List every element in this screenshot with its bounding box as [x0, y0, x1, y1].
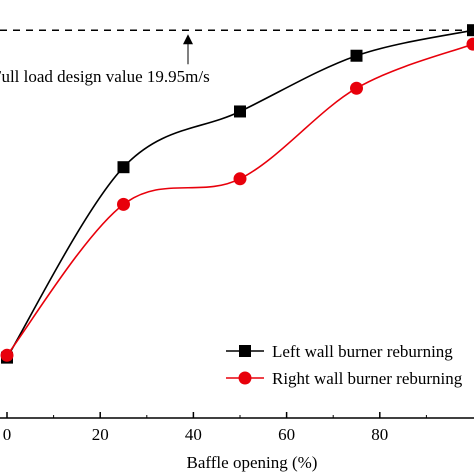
- data-point-square: [467, 24, 474, 37]
- x-tick-label: 20: [92, 425, 109, 444]
- series-layer: [0, 24, 474, 364]
- legend-marker-circle-icon: [238, 371, 252, 385]
- series-line: [6, 43, 474, 356]
- data-point-circle: [0, 348, 14, 362]
- x-ticks: 0 20 40 60 80: [3, 412, 427, 444]
- data-point-circle: [117, 197, 130, 211]
- series-line: [6, 29, 474, 359]
- data-point-square: [117, 161, 130, 174]
- x-axis-label: Baffle opening (%): [187, 453, 318, 472]
- x-tick-label: 40: [185, 425, 202, 444]
- series-right-wall: [0, 37, 474, 362]
- data-point-square: [350, 49, 363, 62]
- reference-arrowhead-icon: [183, 34, 193, 45]
- plot-area: 0 20 40 60 80 Full load design value 19.95m/…: [0, 24, 474, 444]
- reference-line-group: Full load design value 19.95m/s: [0, 29, 473, 86]
- reference-line-label: Full load design value 19.95m/s: [0, 67, 210, 86]
- data-point-circle: [350, 81, 363, 95]
- legend: Left wall burner reburning Right wall bu…: [226, 342, 463, 388]
- legend-marker-square-icon: [239, 345, 251, 357]
- x-tick-label: 60: [278, 425, 295, 444]
- legend-label-right-wall: Right wall burner reburning: [272, 369, 463, 388]
- x-tick-label: 0: [3, 425, 12, 444]
- data-point-circle: [466, 37, 474, 51]
- x-tick-label: 80: [371, 425, 388, 444]
- legend-label-left-wall: Left wall burner reburning: [272, 342, 453, 361]
- data-point-square: [234, 105, 246, 118]
- data-point-circle: [233, 172, 247, 186]
